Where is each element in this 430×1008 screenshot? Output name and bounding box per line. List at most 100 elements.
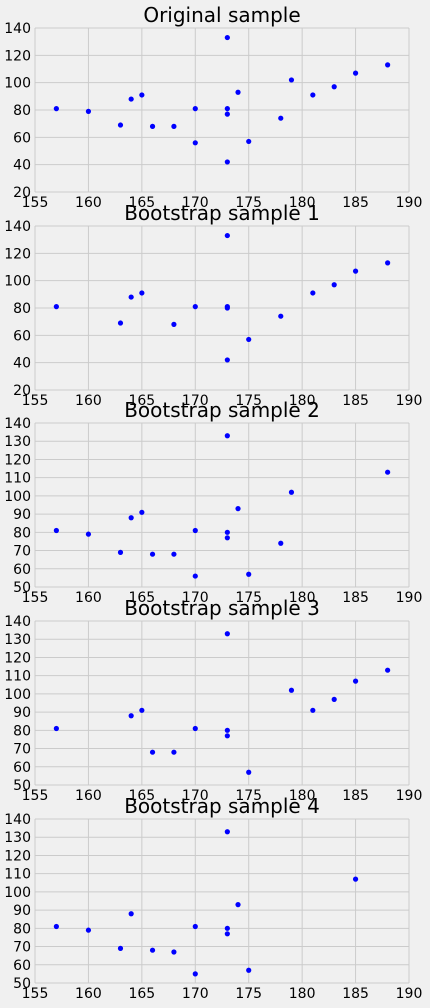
- data-point: [192, 527, 198, 534]
- data-point: [224, 305, 230, 311]
- y-tick-label: 80: [13, 723, 31, 739]
- y-tick-label: 80: [13, 921, 31, 937]
- y-tick-label: 110: [4, 471, 31, 487]
- y-tick-label: 140: [4, 416, 31, 432]
- data-point: [224, 631, 230, 637]
- x-tick-label: 190: [396, 393, 423, 409]
- y-tick-label: 80: [13, 103, 31, 119]
- x-tick-label: 155: [22, 788, 49, 804]
- data-point: [224, 111, 230, 117]
- x-tick-label: 180: [289, 393, 316, 409]
- data-point: [224, 433, 230, 439]
- x-tick-label: 160: [75, 195, 102, 211]
- y-tick-label: 120: [4, 848, 31, 864]
- data-point: [171, 949, 177, 955]
- data-point: [149, 947, 156, 953]
- y-tick-label: 140: [4, 812, 31, 828]
- data-point: [149, 749, 156, 755]
- data-point: [139, 290, 145, 296]
- data-point: [385, 260, 391, 266]
- data-point: [192, 106, 198, 112]
- scatter-panel-5: 155 160 165 170 175 180 185 190 50 60 70 80 90 100 110…: [4, 794, 422, 1002]
- data-point: [235, 902, 241, 908]
- x-tick-label: 165: [128, 986, 155, 1002]
- y-tick-label: 100: [4, 274, 31, 290]
- x-tick-label: 170: [182, 195, 209, 211]
- x-tick-label: 155: [22, 986, 49, 1002]
- data-point: [117, 122, 124, 128]
- y-tick-label: 110: [4, 867, 31, 883]
- scatter-panel-2: 155 160 165 170 175 180 185 190 20 40 60 80 100 120 14…: [4, 201, 422, 409]
- data-point: [288, 489, 295, 495]
- data-point: [117, 549, 124, 555]
- data-point: [224, 357, 230, 363]
- data-point: [171, 123, 177, 129]
- chart-title: Bootstrap sample 3: [124, 596, 320, 620]
- data-point: [385, 469, 391, 475]
- scatter-panel-3: 155 160 165 170 175 180 185 190 50 60 70 80 90 100 110…: [4, 398, 422, 606]
- data-point: [352, 876, 359, 882]
- x-tick-label: 180: [289, 788, 316, 804]
- data-point: [149, 551, 156, 557]
- y-tick-label: 100: [4, 885, 31, 901]
- x-tick-label: 165: [128, 788, 155, 804]
- data-point: [192, 923, 198, 930]
- data-point: [224, 106, 230, 112]
- data-point: [171, 749, 177, 755]
- y-tick-label: 100: [4, 489, 31, 505]
- x-tick-label: 180: [289, 590, 316, 606]
- y-tick-label: 140: [4, 614, 31, 630]
- chart-title: Original sample: [143, 3, 300, 27]
- data-point: [117, 320, 124, 326]
- y-tick-label: 20: [13, 185, 31, 201]
- data-point: [171, 551, 177, 557]
- x-tick-label: 175: [235, 986, 262, 1002]
- y-tick-label: 50: [13, 778, 31, 794]
- x-tick-label: 165: [128, 393, 155, 409]
- data-point: [192, 971, 198, 977]
- x-tick-label: 170: [182, 590, 209, 606]
- data-point: [278, 313, 284, 319]
- y-tick-label: 130: [4, 632, 31, 648]
- data-point: [235, 89, 241, 95]
- data-point: [85, 108, 92, 114]
- x-tick-label: 190: [396, 788, 423, 804]
- data-point: [53, 527, 59, 534]
- x-tick-label: 165: [128, 590, 155, 606]
- x-tick-label: 165: [128, 195, 155, 211]
- data-point: [310, 92, 316, 98]
- chart-title: Bootstrap sample 2: [124, 398, 320, 422]
- y-tick-label: 120: [4, 650, 31, 666]
- data-point: [288, 77, 295, 83]
- x-tick-label: 180: [289, 986, 316, 1002]
- data-point: [128, 713, 134, 719]
- x-tick-label: 155: [22, 393, 49, 409]
- data-point: [246, 769, 252, 775]
- x-tick-label: 185: [342, 195, 369, 211]
- y-tick-label: 130: [4, 434, 31, 450]
- data-point: [352, 678, 359, 684]
- data-point: [246, 138, 252, 145]
- y-tick-label: 40: [13, 158, 31, 174]
- data-point: [224, 733, 230, 739]
- data-point: [246, 967, 252, 973]
- data-point: [224, 232, 230, 239]
- data-point: [224, 34, 230, 41]
- data-point: [224, 159, 230, 165]
- y-tick-label: 60: [13, 760, 31, 776]
- data-point: [385, 62, 391, 68]
- data-point: [192, 725, 198, 732]
- data-point: [246, 571, 252, 577]
- data-point: [235, 506, 241, 512]
- x-tick-label: 160: [75, 986, 102, 1002]
- y-tick-label: 60: [13, 562, 31, 578]
- data-point: [331, 696, 337, 702]
- x-tick-label: 155: [22, 195, 49, 211]
- data-point: [246, 336, 252, 343]
- y-tick-label: 60: [13, 130, 31, 146]
- y-tick-label: 90: [13, 903, 31, 919]
- y-tick-label: 90: [13, 507, 31, 523]
- x-tick-label: 175: [235, 195, 262, 211]
- x-tick-label: 180: [289, 195, 316, 211]
- data-point: [128, 911, 134, 917]
